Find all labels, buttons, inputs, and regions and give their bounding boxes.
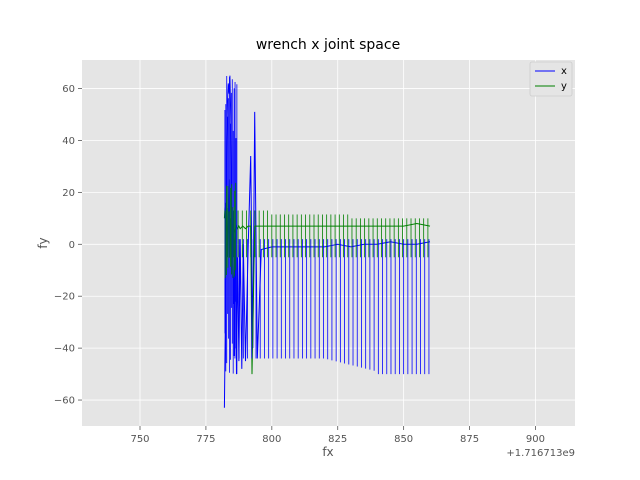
x-offset-label: +1.716713e9 xyxy=(506,448,575,459)
y-tick-label: −40 xyxy=(54,344,75,355)
legend: x y xyxy=(529,61,573,97)
x-axis-label: fx xyxy=(322,445,333,459)
y-tick-label: 60 xyxy=(62,84,75,95)
chart-title: wrench x joint space xyxy=(256,37,400,53)
x-tick-label: 775 xyxy=(196,434,215,445)
y-tick-label: 0 xyxy=(69,240,75,251)
x-tick-label: 850 xyxy=(394,434,413,445)
x-tick-label: 825 xyxy=(328,434,347,445)
spikes-layer xyxy=(224,75,430,375)
y-tick-label: 20 xyxy=(62,188,75,199)
x-tick-label: 800 xyxy=(262,434,281,445)
legend-label-y: y xyxy=(561,81,567,92)
y-tick-label: −60 xyxy=(54,396,75,407)
y-tick-label: 40 xyxy=(62,136,75,147)
legend-label-x: x xyxy=(561,66,567,77)
x-tick-label: 900 xyxy=(526,434,545,445)
ticks: 750 775 800 825 850 875 900 −60 −40 −20 0 20 40 60 xyxy=(54,84,545,445)
plot-background xyxy=(82,60,575,426)
y-axis-label: fy xyxy=(36,237,50,248)
x-tick-label: 875 xyxy=(460,434,479,445)
x-tick-label: 750 xyxy=(130,434,149,445)
y-tick-label: −20 xyxy=(54,292,75,303)
